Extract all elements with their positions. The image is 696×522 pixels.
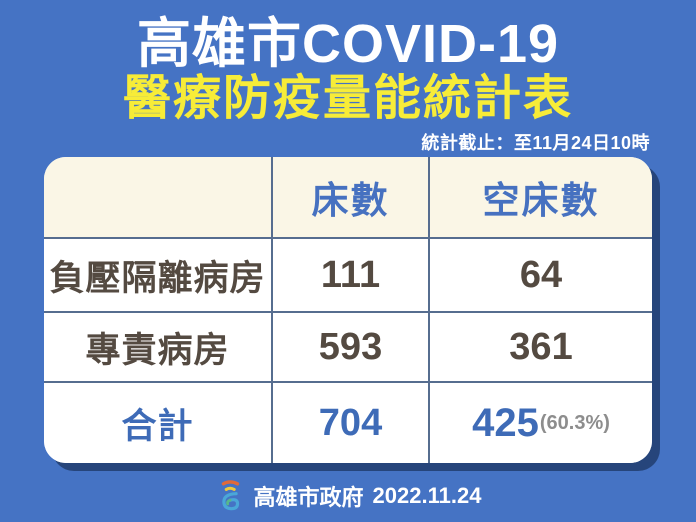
row-total-empty-beds: 425 (60.3%): [430, 383, 652, 463]
page-subtitle: 醫療防疫量能統計表: [122, 72, 573, 125]
stats-table-card: 床數 空床數 負壓隔離病房 111 64 專責病房 593 361 合計 704…: [44, 157, 652, 463]
row-negative-pressure-empty-beds: 64: [430, 239, 652, 313]
footer-org: 高雄市政府: [253, 485, 364, 510]
col-header-beds: 床數: [273, 157, 430, 239]
row-total-label: 合計: [44, 383, 273, 463]
col-header-empty-beds: 空床數: [430, 157, 652, 239]
stats-cutoff-note: 統計截止：至11月24日10時: [421, 133, 650, 153]
page-title: 高雄市COVID-19: [136, 14, 560, 74]
row-dedicated-ward-label: 專責病房: [44, 313, 273, 383]
footer: 高雄市政府 2022.11.24: [0, 479, 696, 513]
row-negative-pressure-beds: 111: [273, 239, 430, 313]
total-empty-beds-percentage: (60.3%): [539, 411, 610, 434]
footer-date: 2022.11.24: [372, 483, 482, 508]
stats-table: 床數 空床數 負壓隔離病房 111 64 專責病房 593 361 合計 704…: [44, 157, 652, 463]
total-empty-beds-value: 425: [472, 400, 539, 445]
row-dedicated-ward-empty-beds: 361: [430, 313, 652, 383]
row-total-beds: 704: [273, 383, 430, 463]
row-dedicated-ward-beds: 593: [273, 313, 430, 383]
col-header-empty: [44, 157, 273, 239]
row-negative-pressure-label: 負壓隔離病房: [44, 239, 273, 313]
kaohsiung-city-logo-icon: [221, 480, 239, 511]
